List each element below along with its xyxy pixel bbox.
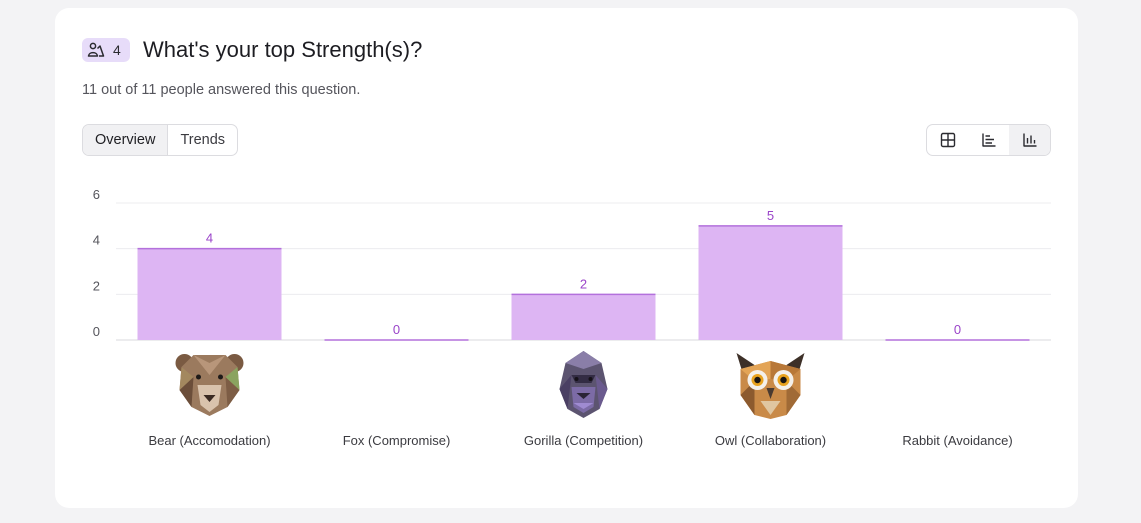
table-icon <box>940 132 955 148</box>
bar-chart: 0 2 4 6 4 Bear (Accomodation) 0 Fox (Compromise… <box>93 187 1051 448</box>
bar <box>137 248 282 340</box>
y-tick-label: 0 <box>93 324 100 339</box>
response-summary: 11 out of 11 people answered this questi… <box>82 82 361 98</box>
question-title: What's your top Strength(s)? <box>143 37 423 62</box>
vertical-bar-view-button[interactable] <box>1009 125 1050 155</box>
data-label: 5 <box>767 208 774 223</box>
category-label: Owl (Collaboration) <box>715 433 826 448</box>
people-icon <box>87 41 105 59</box>
data-label: 0 <box>954 322 961 337</box>
view-tabs: Overview Trends <box>82 124 239 156</box>
gorilla-icon <box>559 351 608 418</box>
category-label: Gorilla (Competition) <box>524 433 643 448</box>
category-label: Rabbit (Avoidance) <box>902 433 1012 448</box>
y-tick-label: 6 <box>93 187 100 202</box>
data-label: 2 <box>580 276 587 291</box>
bar <box>698 225 843 340</box>
question-card: 4 What's your top Strength(s)? 11 out of… <box>55 8 1078 508</box>
chart-view-toggle <box>926 124 1051 156</box>
horizontal-bar-icon <box>981 133 995 147</box>
bear-icon <box>175 354 244 416</box>
category-label: Fox (Compromise) <box>343 433 451 448</box>
data-label: 4 <box>206 231 213 246</box>
owl-icon <box>736 353 805 419</box>
vertical-bar-icon <box>1022 133 1036 147</box>
data-label: 0 <box>393 322 400 337</box>
category-label: Bear (Accomodation) <box>148 433 270 448</box>
question-badge: 4 <box>82 38 130 62</box>
tab-overview[interactable]: Overview <box>83 125 169 155</box>
y-tick-label: 4 <box>93 233 100 248</box>
bar <box>511 294 656 340</box>
horizontal-bar-view-button[interactable] <box>968 125 1009 155</box>
table-view-button[interactable] <box>927 125 968 155</box>
badge-count: 4 <box>113 42 121 58</box>
tab-trends[interactable]: Trends <box>180 132 226 148</box>
y-tick-label: 2 <box>93 278 100 293</box>
